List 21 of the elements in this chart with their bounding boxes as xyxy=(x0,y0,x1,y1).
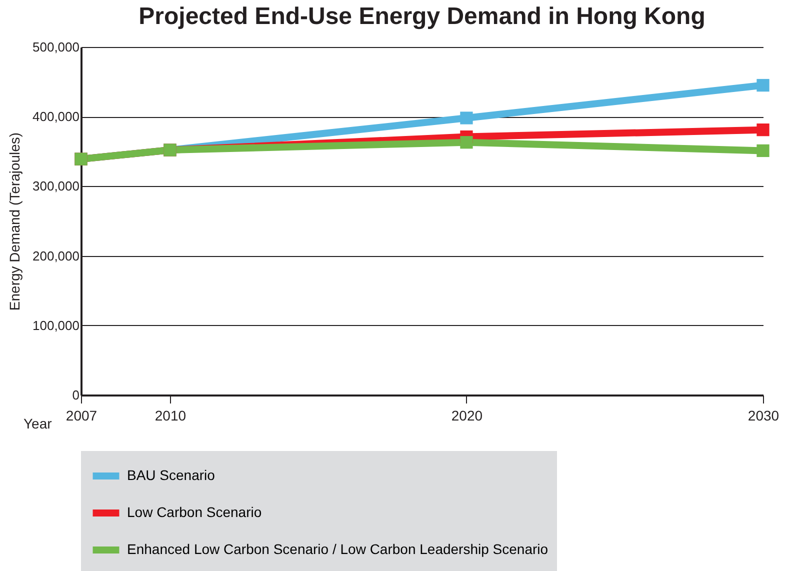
legend-label: Enhanced Low Carbon Scenario / Low Carbon Leadership Scenario xyxy=(127,541,548,557)
chart-title: Projected End-Use Energy Demand in Hong Kong xyxy=(138,3,706,30)
legend-label: Low Carbon Scenario xyxy=(127,504,262,520)
point xyxy=(756,144,770,158)
point xyxy=(756,78,770,92)
y-tick-label: 0 xyxy=(72,388,80,402)
x-tick-label: 2030 xyxy=(748,408,780,424)
y-tick-label: 300,000 xyxy=(32,178,80,194)
x-tick-label: 2010 xyxy=(154,408,186,424)
y-tick-label: 400,000 xyxy=(32,109,80,124)
x-tick-label: 2020 xyxy=(451,408,483,424)
x-axis-title: Year xyxy=(24,416,52,432)
y-tick-label: 100,000 xyxy=(32,318,80,333)
point xyxy=(460,136,473,149)
x-tick-label: 2007 xyxy=(66,408,98,424)
y-axis-title: Energy Demand (Terajoules) xyxy=(6,132,23,311)
legend-label: BAU Scenario xyxy=(127,467,216,483)
point xyxy=(756,124,770,136)
y-tick-label: 500,000 xyxy=(32,40,80,54)
point xyxy=(460,112,473,124)
y-tick-label: 200,000 xyxy=(32,248,80,264)
